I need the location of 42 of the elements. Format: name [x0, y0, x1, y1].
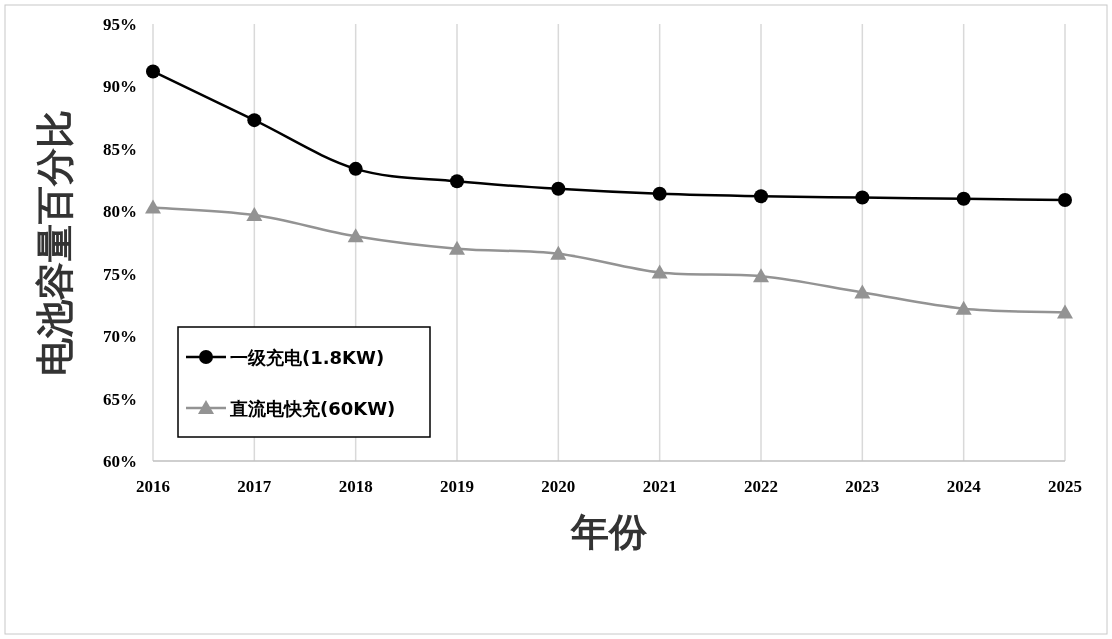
- y-tick-label: 90%: [103, 77, 137, 97]
- y-tick-label: 85%: [103, 139, 137, 159]
- point: [1058, 193, 1072, 208]
- point: [551, 181, 566, 196]
- y-tick-label: 60%: [103, 452, 137, 471]
- y-tick-label: 70%: [103, 327, 137, 347]
- x-tick-label: 2023: [845, 477, 880, 496]
- legend-label: 直流电快充(60KW): [229, 398, 396, 419]
- point: [347, 228, 364, 243]
- x-tick-label: 2025: [1048, 477, 1082, 496]
- point: [246, 207, 263, 222]
- legend-label: 一级充电(1.8KW): [230, 347, 385, 368]
- point: [146, 64, 160, 79]
- point: [449, 240, 465, 255]
- x-tick-label: 2022: [744, 477, 778, 496]
- x-tick-label: 2016: [136, 477, 170, 496]
- point: [348, 161, 363, 176]
- x-tick-label: 2019: [440, 477, 474, 496]
- y-tick-label: 95%: [103, 15, 137, 34]
- point: [955, 300, 972, 315]
- y-tick-label: 80%: [103, 202, 137, 222]
- x-tick-label: 2024: [946, 477, 982, 496]
- x-tick-label: 2021: [642, 477, 677, 496]
- point: [855, 190, 870, 205]
- x-tick-label: 2020: [541, 477, 576, 496]
- point: [956, 191, 971, 206]
- point: [1057, 304, 1073, 319]
- point: [651, 264, 668, 279]
- point: [145, 199, 161, 214]
- point: [450, 174, 464, 189]
- point: [652, 186, 667, 201]
- y-tick-label: 75%: [103, 264, 137, 284]
- x-tick-label: 2018: [338, 477, 373, 496]
- y-tick-label: 65%: [103, 389, 137, 409]
- point: [754, 189, 768, 204]
- point: [550, 245, 567, 260]
- point: [854, 284, 871, 299]
- y-axis-title: 电池容量百分比: [33, 109, 77, 376]
- x-axis-title: 年份: [570, 510, 648, 554]
- x-tick-label: 2017: [237, 477, 272, 496]
- point: [247, 113, 262, 128]
- point: [753, 268, 769, 283]
